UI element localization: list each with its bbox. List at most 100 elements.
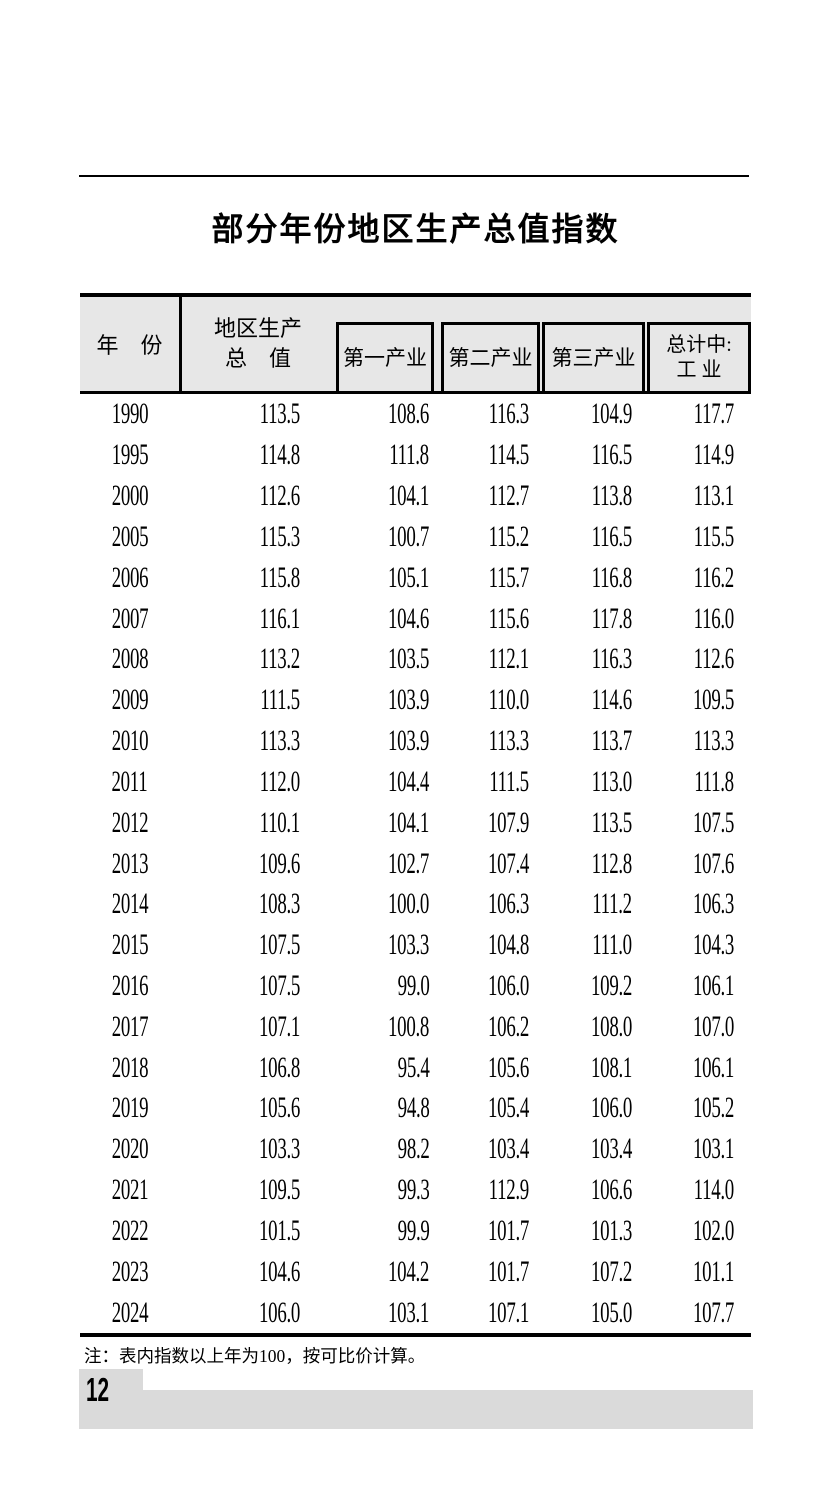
- cell-gdp-index: 115.3: [259, 519, 301, 553]
- cell-secondary-index: 107.4: [488, 846, 529, 880]
- cell-tertiary-index: 109.2: [591, 969, 632, 1002]
- cell-industry-index: 117.7: [693, 397, 735, 431]
- cell-year: 2024: [111, 1295, 148, 1329]
- cell-industry-index: 112.6: [693, 642, 735, 676]
- table-row: 1995 114.8 111.8 114.5 116.5 114.9: [80, 435, 751, 476]
- cell-secondary-index: 113.3: [488, 724, 530, 758]
- footer-band-tab: [79, 1369, 143, 1390]
- cell-gdp-index: 113.5: [259, 397, 301, 431]
- cell-primary-index: 98.2: [397, 1132, 429, 1166]
- cell-primary-index: 104.2: [388, 1254, 429, 1288]
- cell-secondary-index: 106.0: [488, 969, 529, 1002]
- cell-gdp-index: 109.5: [259, 1173, 300, 1207]
- cell-year: 2007: [111, 601, 148, 635]
- cell-year: 2012: [111, 805, 148, 839]
- col-header-primary-industry: 第一产业: [336, 322, 434, 391]
- cell-primary-index: 100.8: [388, 1009, 429, 1043]
- cell-gdp-index: 106.0: [259, 1295, 300, 1329]
- cell-primary-index: 104.1: [388, 805, 429, 839]
- cell-primary-index: 104.1: [388, 479, 429, 513]
- col-header-industry-line2: 工 业: [676, 359, 722, 381]
- cell-tertiary-index: 107.2: [591, 1254, 632, 1288]
- cell-year: 2010: [111, 724, 148, 758]
- cell-gdp-index: 113.3: [259, 724, 301, 758]
- table-row: 2007 116.1 104.6 115.6 117.8 116.0: [80, 598, 751, 639]
- cell-primary-index: 103.5: [388, 642, 429, 676]
- cell-primary-index: 104.4: [388, 764, 429, 798]
- table-header: 年 份 地区生产 总 值 第一产业 第二产业 第三产业 总计中: 工 业: [80, 293, 751, 394]
- cell-year: 2015: [111, 928, 148, 962]
- cell-tertiary-index: 104.9: [591, 397, 632, 431]
- cell-gdp-index: 114.8: [259, 438, 301, 472]
- cell-year: 2013: [111, 846, 148, 880]
- cell-primary-index: 111.8: [389, 438, 429, 472]
- page-number: 12: [86, 1371, 110, 1408]
- cell-primary-index: 102.7: [388, 846, 429, 880]
- table-row: 2022 101.5 99.9 101.7 101.3 102.0: [80, 1211, 751, 1252]
- page-top-rule: [79, 175, 749, 177]
- cell-industry-index: 116.0: [693, 601, 735, 635]
- cell-tertiary-index: 105.0: [591, 1295, 632, 1329]
- table-row: 2015 107.5 103.3 104.8 111.0 104.3: [80, 925, 751, 966]
- cell-gdp-index: 105.6: [259, 1091, 300, 1125]
- table-row: 1990 113.5 108.6 116.3 104.9 117.7: [80, 394, 751, 435]
- cell-gdp-index: 107.5: [259, 928, 300, 962]
- table-row: 2012 110.1 104.1 107.9 113.5 107.5: [80, 802, 751, 843]
- cell-gdp-index: 115.8: [259, 560, 301, 594]
- table-row: 2013 109.6 102.7 107.4 112.8 107.6: [80, 843, 751, 884]
- cell-tertiary-index: 116.5: [591, 438, 633, 472]
- cell-tertiary-index: 111.2: [592, 887, 632, 921]
- cell-tertiary-index: 113.7: [591, 724, 633, 758]
- cell-tertiary-index: 116.5: [591, 519, 633, 553]
- cell-secondary-index: 116.3: [488, 397, 530, 431]
- cell-primary-index: 100.0: [388, 887, 429, 921]
- cell-secondary-index: 112.9: [488, 1173, 530, 1207]
- cell-year: 1995: [111, 438, 148, 472]
- cell-industry-index: 106.1: [693, 969, 734, 1002]
- cell-year: 2019: [111, 1091, 148, 1125]
- table-row: 2024 106.0 103.1 107.1 105.0 107.7: [80, 1292, 751, 1333]
- cell-primary-index: 104.6: [388, 601, 429, 635]
- cell-year: 2011: [111, 764, 148, 798]
- cell-gdp-index: 112.6: [259, 479, 301, 513]
- cell-secondary-index: 105.4: [488, 1091, 529, 1125]
- cell-industry-index: 114.9: [693, 438, 735, 472]
- cell-tertiary-index: 113.8: [591, 479, 633, 513]
- cell-secondary-index: 107.9: [488, 805, 529, 839]
- cell-tertiary-index: 114.6: [591, 683, 633, 717]
- col-header-industry-of-total: 总计中: 工 业: [647, 322, 751, 391]
- table-row: 2017 107.1 100.8 106.2 108.0 107.0: [80, 1006, 751, 1047]
- col-header-gdp-line2: 总 值: [224, 346, 291, 371]
- table-row: 2006 115.8 105.1 115.7 116.8 116.2: [80, 557, 751, 598]
- cell-tertiary-index: 101.3: [591, 1213, 632, 1247]
- cell-industry-index: 101.1: [693, 1254, 734, 1288]
- cell-industry-index: 115.5: [693, 519, 735, 553]
- cell-tertiary-index: 113.0: [591, 764, 633, 798]
- cell-primary-index: 103.1: [388, 1295, 429, 1329]
- col-header-gdp: 地区生产 总 值: [182, 297, 334, 391]
- cell-industry-index: 113.3: [693, 724, 735, 758]
- cell-gdp-index: 113.2: [259, 642, 301, 676]
- cell-tertiary-index: 113.5: [591, 805, 633, 839]
- cell-industry-index: 107.7: [693, 1295, 734, 1329]
- cell-year: 2022: [111, 1213, 148, 1247]
- cell-secondary-index: 115.2: [488, 519, 530, 553]
- cell-gdp-index: 108.3: [259, 887, 300, 921]
- cell-tertiary-index: 117.8: [591, 601, 633, 635]
- cell-primary-index: 108.6: [388, 397, 429, 431]
- cell-secondary-index: 103.4: [488, 1132, 529, 1166]
- table-row: 2008 113.2 103.5 112.1 116.3 112.6: [80, 639, 751, 680]
- cell-year: 2014: [111, 887, 148, 921]
- cell-industry-index: 106.3: [693, 887, 734, 921]
- cell-gdp-index: 107.5: [259, 969, 300, 1002]
- cell-secondary-index: 104.8: [488, 928, 529, 962]
- cell-gdp-index: 107.1: [259, 1009, 300, 1043]
- cell-industry-index: 114.0: [693, 1173, 735, 1207]
- cell-primary-index: 105.1: [388, 560, 429, 594]
- cell-secondary-index: 101.7: [488, 1254, 529, 1288]
- cell-primary-index: 103.9: [388, 683, 429, 717]
- cell-secondary-index: 112.7: [488, 479, 530, 513]
- cell-secondary-index: 115.7: [488, 560, 530, 594]
- cell-year: 2017: [111, 1009, 148, 1043]
- table-row: 2000 112.6 104.1 112.7 113.8 113.1: [80, 476, 751, 517]
